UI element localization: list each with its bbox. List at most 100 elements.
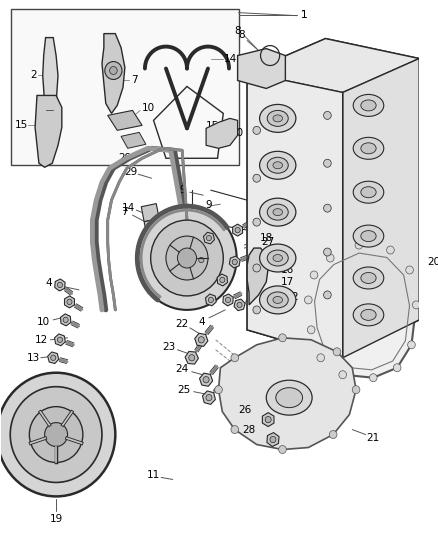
Circle shape <box>199 257 204 263</box>
Text: 15: 15 <box>206 122 219 131</box>
Text: 13: 13 <box>27 353 40 363</box>
Text: 8: 8 <box>238 30 245 39</box>
Circle shape <box>57 337 63 343</box>
Polygon shape <box>151 258 166 280</box>
Polygon shape <box>247 248 268 305</box>
Polygon shape <box>205 294 216 306</box>
Ellipse shape <box>260 286 296 314</box>
Circle shape <box>253 306 261 314</box>
Circle shape <box>324 248 331 256</box>
Circle shape <box>110 67 117 75</box>
Polygon shape <box>196 254 207 266</box>
Polygon shape <box>343 59 419 358</box>
Circle shape <box>0 373 115 496</box>
Text: 24: 24 <box>176 364 189 374</box>
Text: 9: 9 <box>205 200 212 210</box>
Polygon shape <box>185 351 198 364</box>
Circle shape <box>279 334 286 342</box>
Circle shape <box>206 236 212 241</box>
Circle shape <box>198 337 204 343</box>
Ellipse shape <box>361 100 376 111</box>
Ellipse shape <box>267 250 288 266</box>
Text: 16: 16 <box>281 265 294 275</box>
Text: 3: 3 <box>198 217 205 227</box>
Polygon shape <box>203 232 215 244</box>
Circle shape <box>235 228 240 233</box>
Polygon shape <box>35 95 62 167</box>
Text: 14: 14 <box>223 53 237 63</box>
Ellipse shape <box>361 187 376 198</box>
Text: 29: 29 <box>118 154 131 163</box>
Circle shape <box>324 159 331 167</box>
Polygon shape <box>247 38 419 92</box>
Circle shape <box>137 206 237 310</box>
Polygon shape <box>247 38 419 358</box>
Circle shape <box>355 241 363 249</box>
Circle shape <box>226 297 231 303</box>
Text: 2: 2 <box>30 70 36 80</box>
Polygon shape <box>108 110 142 131</box>
Circle shape <box>406 266 413 274</box>
Polygon shape <box>64 296 74 308</box>
Circle shape <box>253 174 261 182</box>
Text: 28: 28 <box>243 425 256 434</box>
Polygon shape <box>102 34 125 114</box>
Polygon shape <box>217 274 227 286</box>
Text: 10: 10 <box>142 103 155 114</box>
Text: 6: 6 <box>175 251 182 261</box>
Bar <box>11 9 239 165</box>
Polygon shape <box>55 279 65 291</box>
Circle shape <box>10 386 102 482</box>
Ellipse shape <box>260 244 296 272</box>
Ellipse shape <box>273 162 283 169</box>
Ellipse shape <box>266 380 312 415</box>
Polygon shape <box>195 333 208 346</box>
Circle shape <box>203 376 209 383</box>
Circle shape <box>67 299 72 304</box>
Polygon shape <box>237 49 286 88</box>
Text: 22: 22 <box>176 319 189 329</box>
Polygon shape <box>234 299 245 311</box>
Ellipse shape <box>276 387 303 408</box>
Text: 11: 11 <box>147 471 160 480</box>
Circle shape <box>310 271 318 279</box>
Text: 7: 7 <box>122 207 128 217</box>
Circle shape <box>413 301 420 309</box>
Ellipse shape <box>267 292 288 308</box>
Ellipse shape <box>361 309 376 320</box>
Text: 20: 20 <box>230 128 243 139</box>
Ellipse shape <box>273 296 283 303</box>
Circle shape <box>151 220 223 296</box>
Circle shape <box>189 354 195 361</box>
Circle shape <box>324 111 331 119</box>
Circle shape <box>63 317 68 322</box>
Polygon shape <box>247 72 343 358</box>
Circle shape <box>393 364 401 372</box>
Circle shape <box>333 348 341 356</box>
Circle shape <box>369 374 377 382</box>
Text: 10: 10 <box>37 317 50 327</box>
Text: 17: 17 <box>281 277 294 287</box>
Circle shape <box>237 302 242 308</box>
Circle shape <box>265 416 271 423</box>
Circle shape <box>220 277 225 282</box>
Circle shape <box>324 204 331 212</box>
Circle shape <box>307 326 315 334</box>
Ellipse shape <box>353 225 384 247</box>
Circle shape <box>45 423 67 447</box>
Circle shape <box>253 218 261 226</box>
Circle shape <box>339 371 346 379</box>
Circle shape <box>231 425 239 433</box>
Circle shape <box>304 296 312 304</box>
Text: 7: 7 <box>131 76 138 85</box>
Ellipse shape <box>260 198 296 226</box>
Text: 1: 1 <box>301 10 308 20</box>
Circle shape <box>166 236 208 280</box>
Text: 26: 26 <box>239 405 252 415</box>
Text: 12: 12 <box>35 335 48 345</box>
Text: 1: 1 <box>301 10 308 20</box>
Text: 27: 27 <box>261 237 275 247</box>
Ellipse shape <box>273 208 283 216</box>
Text: 23: 23 <box>162 342 176 352</box>
Ellipse shape <box>267 110 288 126</box>
